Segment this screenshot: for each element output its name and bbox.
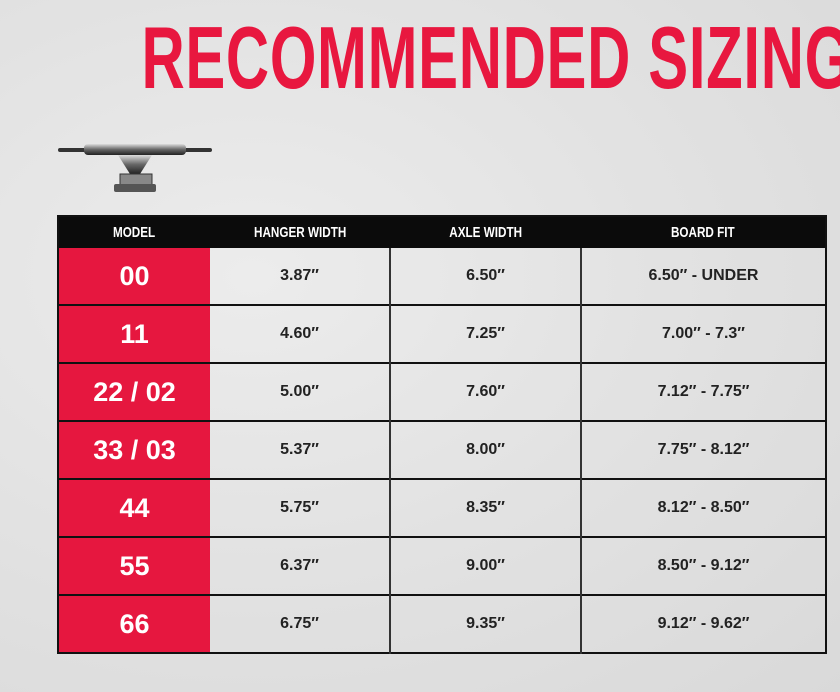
axle-width-cell: 8.00″ bbox=[390, 420, 582, 479]
axle-width-cell: 7.60″ bbox=[390, 362, 582, 421]
model-cell: 44 bbox=[58, 478, 210, 537]
axle-width-cell: 7.25″ bbox=[390, 304, 582, 363]
model-cell: 33 / 03 bbox=[58, 420, 210, 479]
table-header-row: MODEL HANGER WIDTH AXLE WIDTH BOARD FIT bbox=[58, 216, 826, 248]
header-board-fit: BOARD FIT bbox=[581, 216, 826, 248]
axle-width-cell: 9.35″ bbox=[390, 594, 582, 653]
hanger-width-cell: 5.00″ bbox=[210, 362, 391, 421]
table-row: 33 / 03 5.37″ 8.00″ 7.75″ - 8.12″ bbox=[58, 420, 826, 479]
hanger-width-cell: 4.60″ bbox=[210, 304, 391, 363]
table-row: 00 3.87″ 6.50″ 6.50″ - UNDER bbox=[58, 248, 826, 305]
sizing-table: MODEL HANGER WIDTH AXLE WIDTH BOARD FIT … bbox=[57, 215, 827, 654]
skateboard-truck-icon bbox=[58, 144, 212, 192]
model-cell: 11 bbox=[58, 304, 210, 363]
table-row: 66 6.75″ 9.35″ 9.12″ - 9.62″ bbox=[58, 594, 826, 653]
board-fit-cell: 6.50″ - UNDER bbox=[648, 267, 759, 284]
model-cell: 66 bbox=[58, 594, 210, 653]
model-cell: 55 bbox=[58, 536, 210, 595]
header-axle-width: AXLE WIDTH bbox=[390, 216, 581, 248]
board-fit-cell: 8.50″ - 9.12″ bbox=[581, 536, 826, 595]
board-fit-cell: 7.75″ - 8.12″ bbox=[581, 420, 826, 479]
table-row: 55 6.37″ 9.00″ 8.50″ - 9.12″ bbox=[58, 536, 826, 595]
hanger-width-cell: 6.75″ bbox=[210, 594, 391, 653]
axle-width-cell: 8.35″ bbox=[390, 478, 582, 537]
table-row: 22 / 02 5.00″ 7.60″ 7.12″ - 7.75″ bbox=[58, 362, 826, 421]
header-model: MODEL bbox=[58, 216, 210, 248]
board-fit-cell: 9.12″ - 9.62″ bbox=[581, 594, 826, 653]
model-cell: 00 bbox=[58, 248, 210, 305]
page-title: RECOMMENDED SIZING bbox=[141, 8, 840, 107]
hanger-width-cell: 3.87″ bbox=[210, 248, 391, 305]
model-cell: 22 / 02 bbox=[58, 362, 210, 421]
table-row: 44 5.75″ 8.35″ 8.12″ - 8.50″ bbox=[58, 478, 826, 537]
axle-width-cell: 6.50″ bbox=[390, 248, 582, 305]
table-row: 11 4.60″ 7.25″ 7.00″ - 7.3″ bbox=[58, 304, 826, 363]
board-fit-cell: 8.12″ - 8.50″ bbox=[581, 478, 826, 537]
board-fit-cell: 7.12″ - 7.75″ bbox=[581, 362, 826, 421]
hanger-width-cell: 6.37″ bbox=[210, 536, 391, 595]
hanger-width-cell: 5.75″ bbox=[210, 478, 391, 537]
board-fit-cell: 7.00″ - 7.3″ bbox=[581, 304, 826, 363]
hanger-width-cell: 5.37″ bbox=[210, 420, 391, 479]
axle-width-cell: 9.00″ bbox=[390, 536, 582, 595]
header-hanger-width: HANGER WIDTH bbox=[210, 216, 390, 248]
